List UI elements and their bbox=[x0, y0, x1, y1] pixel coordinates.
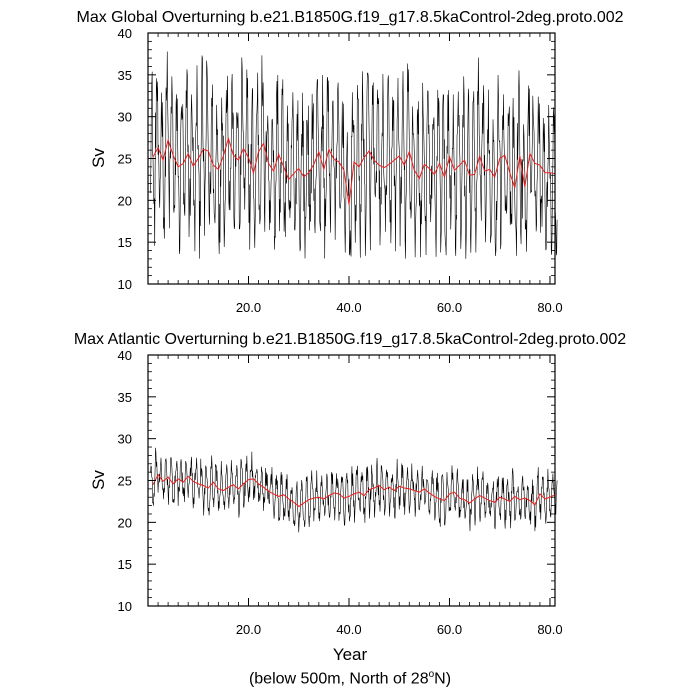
atlantic-y-tick-label: 35 bbox=[118, 390, 132, 405]
footnote: (below 500m, North of 28oN) bbox=[0, 669, 700, 688]
atlantic-x-tick-label: 40.0 bbox=[336, 622, 361, 637]
atlantic-y-tick-label: 10 bbox=[118, 599, 132, 614]
atlantic-y-tick-label: 30 bbox=[118, 432, 132, 447]
global-x-tick-label: 80.0 bbox=[537, 300, 562, 315]
footnote-suffix: N) bbox=[434, 670, 452, 688]
global-y-tick-label: 20 bbox=[118, 193, 132, 208]
atlantic-x-tick-label: 80.0 bbox=[537, 622, 562, 637]
atlantic-y-tick-label: 40 bbox=[118, 348, 132, 363]
global-y-axis-label: Sv bbox=[89, 148, 108, 168]
global-y-tick-label: 40 bbox=[118, 26, 132, 41]
global-annual-mean-line bbox=[152, 136, 556, 205]
atlantic-annual-mean-line bbox=[152, 473, 556, 508]
global-y-tick-label: 30 bbox=[118, 110, 132, 125]
global-x-tick-label: 40.0 bbox=[336, 300, 361, 315]
atlantic-chart-title: Max Atlantic Overturning b.e21.B1850G.f1… bbox=[74, 331, 626, 348]
atlantic-y-tick-label: 15 bbox=[118, 557, 132, 572]
atlantic-x-tick-label: 60.0 bbox=[437, 622, 462, 637]
global-x-tick-label: 60.0 bbox=[437, 300, 462, 315]
footnote-degree: o bbox=[428, 669, 435, 680]
atlantic-y-tick-label: 25 bbox=[118, 474, 132, 489]
atlantic-y-tick-label: 20 bbox=[118, 515, 132, 530]
atlantic-monthly-series-line bbox=[150, 447, 558, 533]
atlantic-x-tick-label: 20.0 bbox=[236, 622, 261, 637]
atlantic-x-axis-label: Year bbox=[333, 645, 368, 664]
global-y-tick-label: 25 bbox=[118, 152, 132, 167]
atlantic-overturning-panel: Max Atlantic Overturning b.e21.B1850G.f1… bbox=[74, 331, 626, 664]
global-x-tick-label: 20.0 bbox=[236, 300, 261, 315]
global-monthly-series-line bbox=[150, 51, 558, 259]
global-y-tick-label: 15 bbox=[118, 235, 132, 250]
global-y-tick-label: 10 bbox=[118, 277, 132, 292]
global-chart-title: Max Global Overturning b.e21.B1850G.f19_… bbox=[76, 9, 623, 26]
global-y-tick-label: 35 bbox=[118, 68, 132, 83]
global-overturning-panel: Max Global Overturning b.e21.B1850G.f19_… bbox=[76, 9, 623, 315]
footnote-text: (below 500m, North of 28 bbox=[248, 670, 429, 688]
atlantic-y-axis-label: Sv bbox=[89, 470, 108, 490]
